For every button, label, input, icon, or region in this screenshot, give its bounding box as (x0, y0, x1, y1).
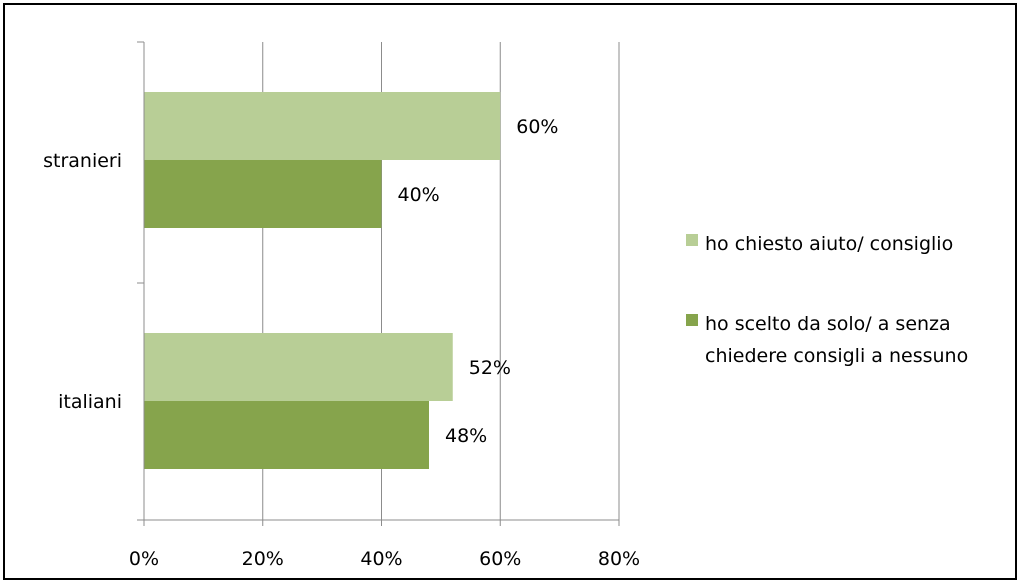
x-tick-label: 20% (242, 548, 284, 570)
axis-layer: 0% 20% 40% 60% 80% (129, 41, 640, 570)
category-label-stranieri: stranieri (43, 150, 122, 172)
data-label-italiani-series-1: 52% (469, 357, 511, 379)
bar-stranieri-series-1 (144, 92, 501, 160)
x-tick-label: 0% (129, 548, 159, 570)
data-label-stranieri-series-1: 60% (516, 116, 558, 138)
x-tick-label: 40% (360, 548, 402, 570)
data-label-italiani-series-2: 48% (445, 425, 487, 447)
x-tick-label: 60% (479, 548, 521, 570)
legend-label-2: ho scelto da solo/ a senza (705, 313, 951, 335)
bar-italiani-series-2 (144, 401, 429, 469)
bar-layer (144, 92, 501, 469)
legend-label-2: chiedere consigli a nessuno (705, 345, 968, 367)
legend-swatch-1 (686, 234, 698, 246)
data-label-stranieri-series-2: 40% (398, 184, 440, 206)
legend-label-1: ho chiesto aiuto/ consiglio (705, 233, 953, 255)
legend-layer: ho chiesto aiuto/ consiglio ho scelto da … (686, 233, 968, 367)
x-tick-label: 80% (598, 548, 640, 570)
legend-swatch-2 (686, 314, 698, 326)
label-layer: stranieri 60% 40% italiani 52% 48% (43, 116, 558, 447)
bar-stranieri-series-2 (144, 160, 382, 228)
bar-italiani-series-1 (144, 333, 453, 401)
category-label-italiani: italiani (58, 391, 122, 413)
